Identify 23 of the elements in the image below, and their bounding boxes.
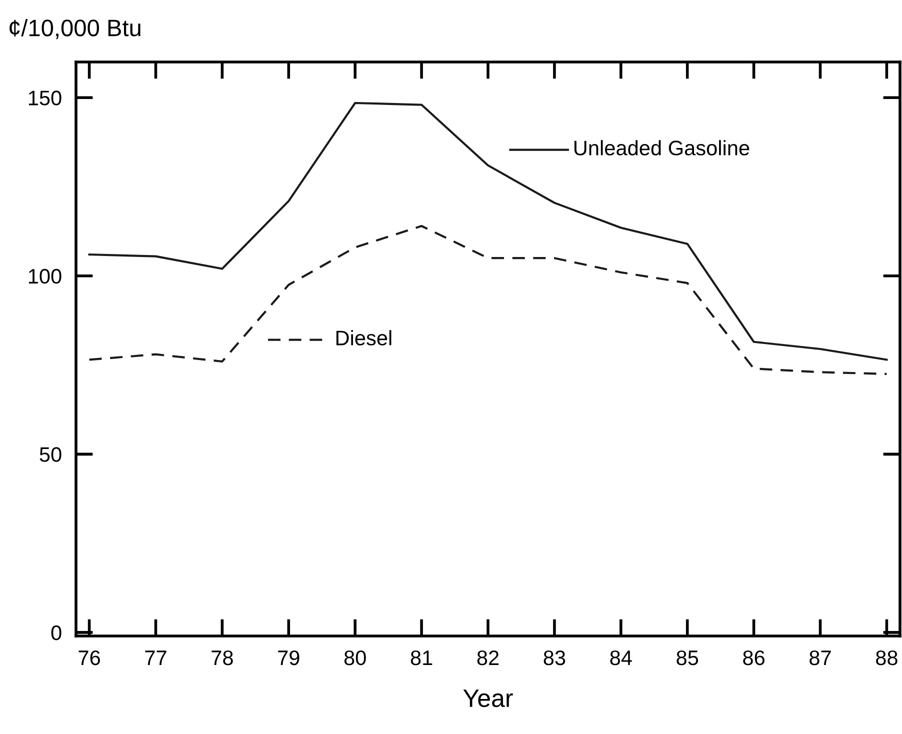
x-tick-label: 78 (212, 650, 233, 666)
x-tick-label: 86 (743, 650, 764, 666)
x-tick-label: 79 (278, 650, 300, 666)
x-tick-label: 81 (410, 650, 432, 666)
y-tick-label: 150 (28, 90, 62, 106)
x-tick-label: 87 (810, 650, 831, 666)
x-tick-label: 76 (78, 650, 100, 666)
x-axis-title: Year (463, 690, 513, 708)
legend-label: Diesel (336, 330, 392, 346)
x-tick-label: 83 (544, 650, 566, 666)
line-series (88, 224, 888, 375)
x-tick-label: 85 (676, 650, 698, 666)
line-series (88, 102, 888, 361)
x-tick-label: 82 (477, 650, 499, 666)
x-tick-label: 88 (876, 650, 898, 666)
x-tick-label: 84 (610, 650, 632, 666)
y-tick-label: 0 (51, 625, 62, 640)
y-tick-label: 50 (40, 447, 62, 462)
x-tick-label: 77 (145, 650, 166, 665)
y-tick-label: 100 (28, 268, 62, 284)
x-tick-label: 80 (344, 650, 366, 666)
legend-label: Unleaded Gasoline (574, 140, 750, 156)
y-axis-title: ¢/10,000 Btu (10, 18, 140, 40)
